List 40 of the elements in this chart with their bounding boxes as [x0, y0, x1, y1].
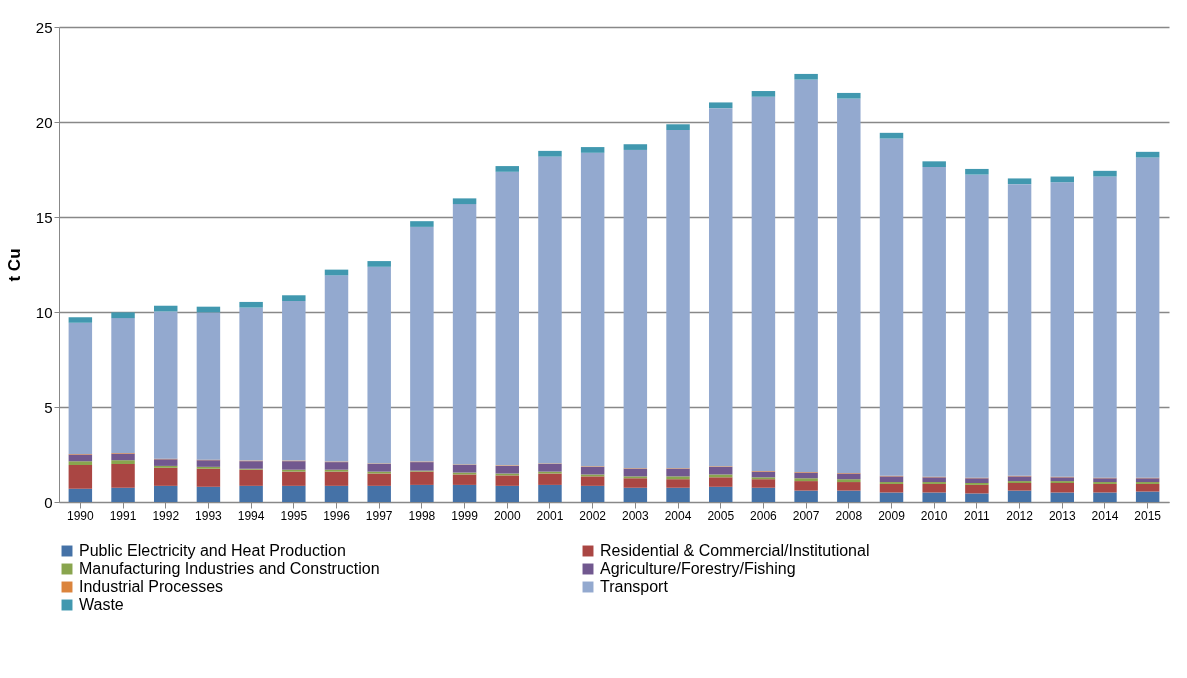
legend-label: Transport [600, 578, 669, 595]
legend-label: Waste [79, 596, 124, 613]
y-tick-label: 20 [35, 113, 53, 131]
x-tick-label: 2005 [707, 508, 735, 523]
x-tick-label: 2003 [621, 508, 650, 523]
legend-label: Agriculture/Forestry/Fishing [600, 560, 796, 577]
legend-label: Manufacturing Industries and Construction [79, 560, 380, 577]
x-tick-label: 1990 [66, 508, 95, 523]
x-tick-label: 2002 [579, 508, 607, 523]
x-tick-label: 2014 [1091, 508, 1119, 523]
x-tick-label: 1996 [323, 508, 351, 523]
x-tick-label: 1992 [152, 508, 180, 523]
x-tick-label: 2015 [1134, 508, 1162, 523]
legend-label: Public Electricity and Heat Production [79, 542, 346, 559]
x-tick-label: 2012 [1006, 508, 1034, 523]
x-tick-label: 1991 [109, 508, 137, 523]
x-tick-label: 2008 [835, 508, 863, 523]
y-tick-label: 5 [44, 398, 53, 416]
x-tick-label: 1994 [237, 508, 265, 523]
x-tick-label: 2006 [750, 508, 778, 523]
x-tick-label: 2007 [792, 508, 820, 523]
x-tick-label: 1993 [195, 508, 223, 523]
legend-label: Residential & Commercial/Institutional [600, 542, 870, 559]
y-axis-title: t Cu [4, 248, 24, 282]
y-tick-label: 25 [35, 18, 53, 36]
x-tick-label: 2004 [664, 508, 692, 523]
legend-label: Industrial Processes [79, 578, 224, 595]
x-tick-label: 1995 [280, 508, 308, 523]
y-tick-label: 15 [35, 208, 53, 226]
x-tick-label: 1999 [451, 508, 479, 523]
x-tick-label: 1998 [408, 508, 436, 523]
y-tick-label: 10 [35, 303, 53, 321]
x-tick-label: 2013 [1048, 508, 1076, 523]
x-tick-label: 2011 [963, 508, 991, 523]
x-tick-label: 2000 [493, 508, 521, 523]
x-tick-label: 2010 [920, 508, 948, 523]
y-tick-label: 0 [44, 493, 53, 511]
x-tick-label: 2009 [878, 508, 906, 523]
x-tick-label: 2001 [536, 508, 564, 523]
x-tick-label: 1997 [365, 508, 393, 523]
